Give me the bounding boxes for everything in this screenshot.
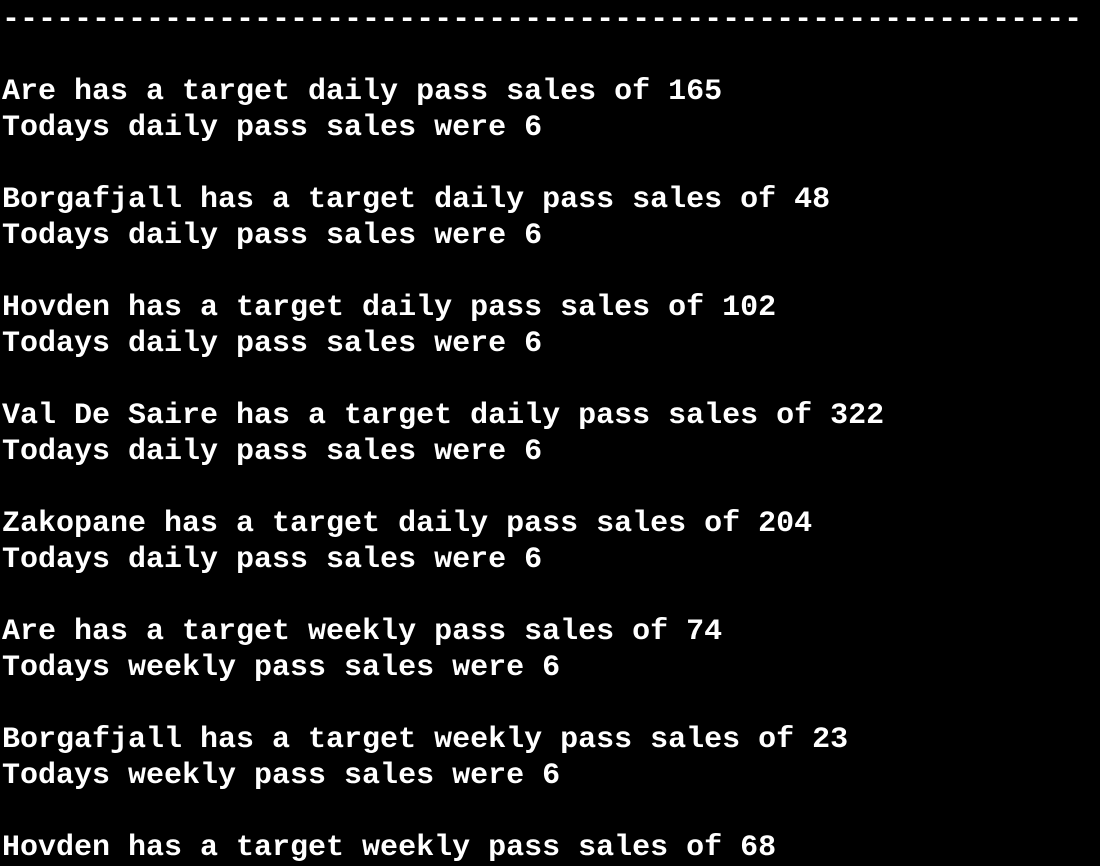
output-line-sales: Todays daily pass sales were 6 bbox=[2, 327, 543, 361]
output-line-sales: Todays daily pass sales were 6 bbox=[2, 111, 543, 145]
blank-line bbox=[0, 686, 1100, 722]
blank-line bbox=[0, 146, 1100, 182]
output-line-sales: Todays daily pass sales were 6 bbox=[2, 435, 543, 469]
output-line-target: Hovden has a target daily pass sales of … bbox=[2, 291, 777, 325]
output-line-target: Val De Saire has a target daily pass sal… bbox=[2, 399, 885, 433]
output-line-sales: Todays daily pass sales were 6 bbox=[2, 219, 543, 253]
output-line-sales: Todays weekly pass sales were 6 bbox=[2, 759, 561, 793]
blank-line bbox=[0, 254, 1100, 290]
output-line-target: Are has a target weekly pass sales of 74 bbox=[2, 615, 723, 649]
output-line-target: Zakopane has a target daily pass sales o… bbox=[2, 507, 813, 541]
separator-line: ----------------------------------------… bbox=[2, 3, 1083, 37]
blank-line bbox=[0, 38, 1100, 74]
output-line-sales: Todays daily pass sales were 6 bbox=[2, 543, 543, 577]
blank-line bbox=[0, 794, 1100, 830]
output-line-target: Are has a target daily pass sales of 165 bbox=[2, 75, 723, 109]
blank-line bbox=[0, 362, 1100, 398]
output-line-sales: Todays weekly pass sales were 6 bbox=[2, 651, 561, 685]
blank-line bbox=[0, 578, 1100, 614]
output-line-target: Borgafjall has a target weekly pass sale… bbox=[2, 723, 849, 757]
blank-line bbox=[0, 470, 1100, 506]
output-line-target: Hovden has a target weekly pass sales of… bbox=[2, 831, 777, 865]
output-line-target: Borgafjall has a target daily pass sales… bbox=[2, 183, 831, 217]
